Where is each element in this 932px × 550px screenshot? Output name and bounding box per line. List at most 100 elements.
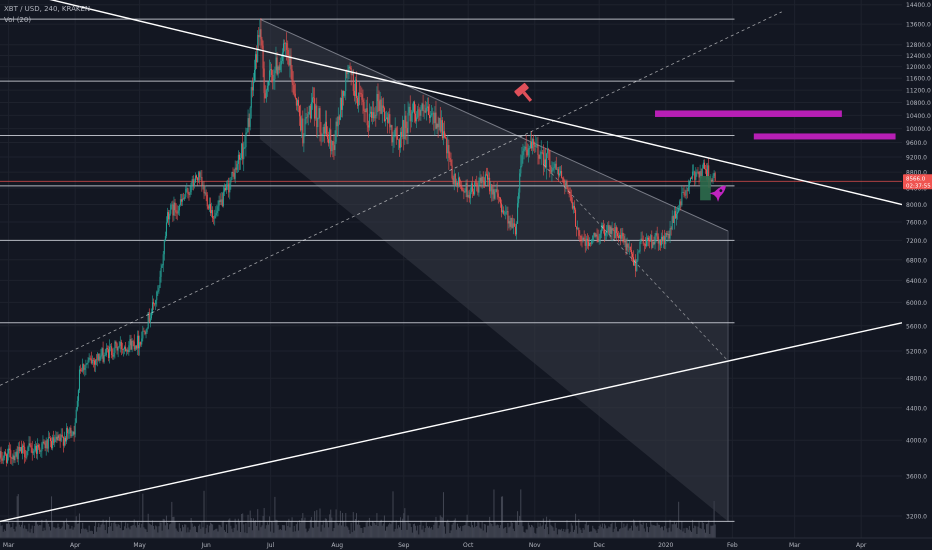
resistance-boxes[interactable] <box>655 110 896 201</box>
candle-body <box>56 436 58 441</box>
resistance-box[interactable] <box>753 133 896 140</box>
volume-bar <box>677 527 679 538</box>
candle-body <box>386 117 388 120</box>
time-axis[interactable]: Mar Apr May Jun Jul Aug Sep Oct Nov Dec 2020 Feb Mar… <box>0 537 932 550</box>
volume-bar <box>67 523 69 538</box>
volume-bar <box>392 491 394 538</box>
volume-bar <box>546 516 548 538</box>
volume-bar <box>696 533 698 538</box>
symbol-title[interactable]: XBT / USD, 240, KRAKEN <box>4 5 91 13</box>
candle-body <box>361 94 363 100</box>
volume-bar <box>299 520 301 538</box>
candle-body <box>490 184 492 192</box>
volume-bar <box>653 525 655 538</box>
candle-body <box>477 186 479 193</box>
volume-bar <box>422 525 424 538</box>
volume-bar <box>432 529 434 538</box>
hammer-icon[interactable] <box>514 82 536 106</box>
channel-upper-line[interactable] <box>259 18 729 232</box>
candle-body <box>558 173 560 176</box>
current-price-label[interactable] <box>903 174 932 190</box>
volume-bar <box>698 521 700 538</box>
volume-bar <box>688 525 690 538</box>
volume-bar <box>144 528 146 538</box>
volume-bar <box>238 521 240 538</box>
volume-bar <box>45 519 47 538</box>
volume-bar <box>434 522 436 538</box>
volume-bar <box>600 526 602 538</box>
volume-bar <box>429 526 431 538</box>
volume-bar <box>55 528 57 538</box>
dotted-channel-line[interactable] <box>543 164 729 362</box>
candle-body <box>145 331 147 335</box>
volume-bar <box>364 527 366 538</box>
volume-bar <box>29 532 31 538</box>
candle-body <box>539 154 541 159</box>
candle-body <box>375 114 377 116</box>
volume-bar <box>636 526 638 538</box>
price-tick-label: 5200.0 <box>906 348 927 355</box>
volume-bar <box>454 518 456 538</box>
candle-body <box>596 234 598 237</box>
volume-bar <box>710 525 712 538</box>
volume-bar <box>205 528 207 538</box>
trendlines[interactable] <box>0 0 903 523</box>
volume-bar <box>225 531 226 538</box>
dotted-trendline[interactable] <box>0 11 782 386</box>
volume-bar <box>553 530 555 538</box>
volume-bar <box>577 533 579 538</box>
candle-body <box>438 117 440 128</box>
descending-trendline[interactable] <box>0 0 903 206</box>
volume-bar <box>223 530 225 538</box>
volume-bar <box>507 523 509 538</box>
target-box[interactable] <box>700 176 711 201</box>
candle-body <box>204 192 206 194</box>
candle-body <box>314 98 316 119</box>
volume-indicator-label[interactable]: Vol (20) <box>4 16 32 24</box>
candle-body <box>674 211 676 219</box>
volume-bar <box>566 520 568 538</box>
volume-bar <box>115 524 117 538</box>
volume-bar <box>635 525 637 538</box>
volume-bar <box>490 522 492 538</box>
candle-body <box>575 209 577 227</box>
volume-bar <box>328 527 330 538</box>
price-tick-label: 14400.0 <box>906 2 931 9</box>
candle-body <box>299 105 301 117</box>
volume-bar <box>193 525 195 538</box>
rocket-icon[interactable] <box>709 181 731 202</box>
volume-bar <box>201 522 203 538</box>
candle-body <box>613 229 615 239</box>
volume-bar <box>469 527 471 538</box>
horizontal-levels[interactable] <box>0 18 902 522</box>
volume-bar <box>33 525 35 538</box>
volume-bar <box>22 521 24 538</box>
markers[interactable] <box>514 82 731 202</box>
volume-bar <box>379 520 381 538</box>
price-channel[interactable] <box>259 18 729 522</box>
candle-body <box>257 35 259 63</box>
volume-bar <box>217 531 219 538</box>
volume-bar <box>157 532 159 538</box>
candle-body <box>348 66 350 73</box>
candle-body <box>175 210 177 213</box>
price-axis[interactable]: 14400.0 13600.0 12800.0 12400.0 12000.0 11600… <box>902 0 932 550</box>
resistance-box[interactable] <box>655 110 842 117</box>
ascending-trendline[interactable] <box>0 322 903 523</box>
volume-bar <box>59 529 61 538</box>
candle-body <box>73 431 75 435</box>
volume-bar <box>494 522 496 538</box>
candle-body <box>230 179 232 183</box>
volume-bar <box>275 519 277 538</box>
candle-body <box>354 79 356 97</box>
volume-bar <box>347 527 349 538</box>
volume-bar <box>691 531 693 538</box>
volume-bar <box>572 531 574 538</box>
candle-body <box>336 121 338 127</box>
candle-body <box>360 93 362 95</box>
volume-bar <box>112 530 114 538</box>
volume-bar <box>235 524 237 538</box>
volume-bar <box>13 528 15 538</box>
candle-body <box>692 171 694 179</box>
